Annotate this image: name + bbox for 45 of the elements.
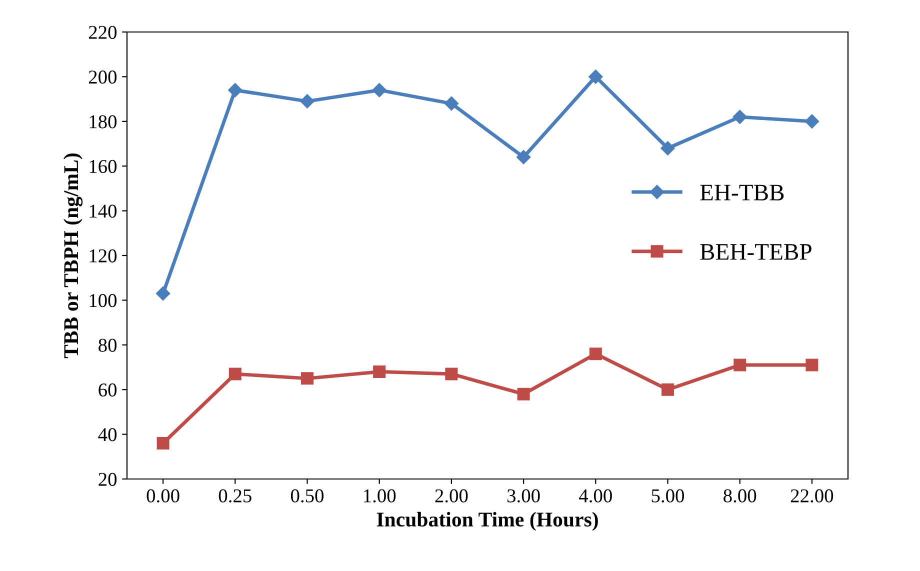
point (804, 114, 820, 128)
point (806, 358, 818, 372)
point (445, 368, 458, 380)
x-tick-label: 22.00 (790, 489, 834, 502)
point (734, 358, 746, 372)
y-tick-label: 20 (98, 472, 117, 486)
y-tick-label: 220 (88, 26, 117, 39)
x-tick-label: 0.00 (146, 489, 180, 502)
point (373, 365, 386, 378)
y-tick-label: 80 (98, 338, 117, 352)
x-tick-label: 0.50 (290, 489, 324, 502)
point (517, 388, 530, 400)
y-axis-title: TBB or TBPH (ng/mL) (64, 153, 83, 358)
point (301, 372, 314, 385)
legend-label: EH-TBB (700, 184, 784, 200)
y-tick-label: 100 (90, 294, 117, 308)
point (732, 110, 747, 124)
point (444, 96, 459, 111)
legend-label: BEH-TEBP (700, 244, 812, 260)
point (156, 286, 170, 301)
point (228, 83, 242, 98)
x-axis-title: Incubation Time (Hours) (376, 512, 598, 531)
x-tick-label: 1.00 (364, 489, 396, 502)
point (662, 383, 674, 396)
point (588, 70, 603, 84)
x-tick-label: 8.00 (724, 489, 756, 502)
point (372, 83, 386, 98)
y-tick-label: 160 (90, 160, 117, 174)
point (589, 348, 602, 360)
x-tick-label: 2.00 (435, 489, 468, 502)
x-tick-label: 4.00 (579, 489, 612, 502)
y-tick-label: 60 (98, 383, 117, 397)
x-tick-label: 5.00 (652, 489, 684, 502)
y-tick-label: 40 (98, 428, 117, 442)
y-tick-label: 180 (90, 115, 117, 128)
point (156, 436, 170, 450)
x-tick-label: 3.00 (507, 489, 540, 502)
point (228, 368, 242, 380)
point (300, 94, 314, 108)
point (660, 141, 675, 156)
y-tick-label: 200 (88, 70, 117, 84)
point (516, 150, 531, 164)
y-tick-label: 120 (90, 249, 117, 262)
x-tick-label: 0.25 (218, 489, 252, 502)
y-tick-label: 140 (90, 204, 117, 218)
